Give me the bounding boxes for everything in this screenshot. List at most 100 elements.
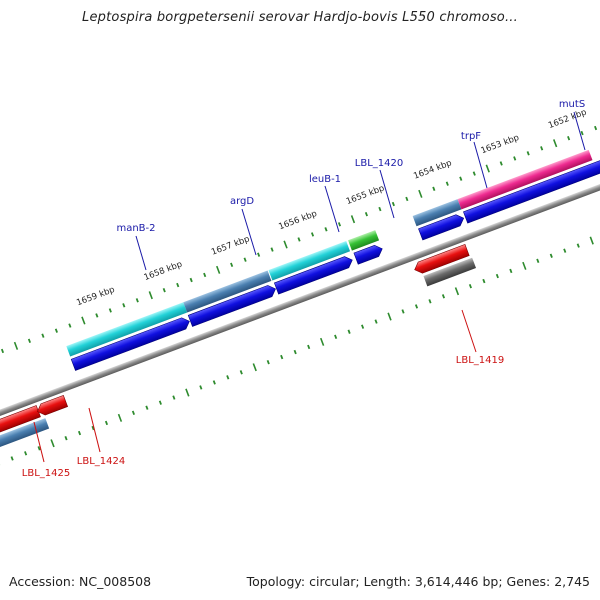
minor-tick bbox=[391, 201, 395, 207]
gene-manB-2[interactable] bbox=[66, 302, 188, 357]
gene-leuB-1[interactable] bbox=[268, 240, 351, 281]
minor-tick bbox=[401, 309, 405, 314]
minor-tick bbox=[135, 298, 139, 303]
minor-tick bbox=[495, 273, 499, 279]
minor-tick bbox=[337, 222, 342, 227]
major-tick bbox=[552, 139, 558, 148]
minor-tick bbox=[472, 171, 476, 176]
major-tick bbox=[454, 287, 460, 296]
label-LBL_1420[interactable]: LBL_1420 bbox=[355, 158, 403, 169]
cds-LBL_1424[interactable] bbox=[35, 394, 69, 417]
minor-tick bbox=[549, 253, 553, 258]
minor-tick bbox=[176, 282, 180, 288]
gene-LBL_1419[interactable] bbox=[423, 257, 477, 287]
cds-reverse-track bbox=[0, 244, 470, 437]
minor-tick bbox=[162, 287, 166, 293]
minor-tick bbox=[445, 181, 449, 186]
minor-tick bbox=[482, 278, 486, 284]
minor-tick bbox=[212, 380, 216, 385]
gene-LBL_1425[interactable] bbox=[0, 418, 50, 450]
label-argD[interactable]: argD bbox=[230, 196, 254, 207]
minor-tick bbox=[432, 186, 436, 191]
minor-tick bbox=[526, 151, 530, 156]
label-LBL_1419[interactable]: LBL_1419 bbox=[456, 355, 504, 366]
kbp-label-1659: 1659 kbp bbox=[75, 285, 116, 308]
minor-tick bbox=[378, 206, 382, 212]
cds-LBL_1420[interactable] bbox=[353, 243, 384, 265]
minor-tick bbox=[441, 294, 446, 299]
gene-argD[interactable] bbox=[183, 270, 272, 313]
minor-tick bbox=[405, 196, 409, 202]
major-tick bbox=[319, 337, 325, 346]
label-manB-2[interactable]: manB-2 bbox=[116, 223, 155, 234]
label-mutS[interactable]: mutS bbox=[559, 99, 585, 110]
gene-labels: manB-2 argD leuB-1 LBL_1420 trpF mutS LB… bbox=[22, 99, 585, 479]
cds-argD[interactable] bbox=[187, 283, 277, 327]
gene-mutS[interactable] bbox=[457, 149, 593, 210]
minor-tick bbox=[459, 176, 463, 181]
label-LBL_1425[interactable]: LBL_1425 bbox=[22, 468, 70, 479]
minor-tick bbox=[580, 130, 584, 136]
cds-LBL_1419[interactable] bbox=[413, 244, 470, 275]
minor-tick bbox=[37, 446, 41, 451]
minor-tick bbox=[324, 227, 328, 232]
minor-tick bbox=[540, 146, 544, 151]
minor-tick bbox=[576, 243, 580, 248]
major-tick bbox=[117, 413, 123, 422]
minor-tick bbox=[563, 248, 567, 253]
label-leuB-1[interactable]: leuB-1 bbox=[309, 174, 341, 185]
minor-tick bbox=[226, 375, 230, 380]
major-tick bbox=[589, 236, 594, 245]
kbp-label-1653: 1653 kbp bbox=[480, 133, 521, 156]
cds-LBL_1425[interactable] bbox=[0, 405, 41, 437]
minor-tick bbox=[509, 268, 513, 274]
kbp-label-1656: 1656 kbp bbox=[277, 209, 318, 232]
minor-tick bbox=[131, 410, 135, 416]
minor-tick bbox=[499, 161, 503, 166]
cds-leuB-1[interactable] bbox=[273, 254, 354, 295]
minor-tick bbox=[199, 385, 203, 390]
kbp-label-1654: 1654 kbp bbox=[412, 158, 453, 181]
minor-tick bbox=[270, 247, 274, 252]
label-trpF[interactable]: trpF bbox=[461, 131, 481, 142]
major-tick bbox=[216, 265, 221, 274]
minor-tick bbox=[122, 303, 126, 308]
gene-trpF[interactable] bbox=[412, 199, 462, 227]
major-tick bbox=[485, 164, 490, 173]
minor-tick bbox=[189, 277, 193, 283]
map-title: Leptospira borgpetersenii serovar Hardjo… bbox=[82, 10, 518, 25]
minor-tick bbox=[266, 359, 270, 365]
major-tick bbox=[418, 189, 423, 198]
minor-tick bbox=[230, 262, 234, 267]
minor-tick bbox=[158, 400, 162, 405]
minor-tick bbox=[567, 135, 571, 141]
minor-tick bbox=[27, 338, 32, 343]
cds-manB-2[interactable] bbox=[70, 316, 191, 371]
minor-tick bbox=[203, 272, 207, 278]
gene-LBL_1420[interactable] bbox=[348, 230, 380, 251]
major-tick bbox=[252, 363, 257, 372]
major-tick bbox=[522, 261, 527, 270]
major-tick bbox=[350, 215, 356, 224]
cds-mutS[interactable] bbox=[463, 160, 600, 224]
minor-tick bbox=[91, 425, 95, 431]
label-LBL_1424[interactable]: LBL_1424 bbox=[77, 456, 125, 467]
major-tick bbox=[185, 388, 190, 397]
major-tick bbox=[50, 439, 55, 448]
minor-tick bbox=[172, 395, 176, 400]
outer-tick-ring bbox=[0, 125, 598, 354]
feature-track bbox=[66, 149, 593, 357]
major-tick bbox=[283, 240, 288, 249]
accession-text: Accession: NC_008508 bbox=[9, 574, 152, 589]
minor-tick bbox=[468, 283, 472, 289]
minor-tick bbox=[347, 329, 351, 334]
minor-tick bbox=[10, 456, 14, 461]
inner-tick-ring bbox=[0, 236, 594, 466]
minor-tick bbox=[41, 333, 45, 338]
cds-trpF[interactable] bbox=[418, 213, 466, 241]
cds-forward-track bbox=[70, 160, 600, 371]
minor-tick bbox=[257, 252, 261, 257]
minor-tick bbox=[428, 299, 432, 304]
minor-tick bbox=[108, 308, 112, 313]
